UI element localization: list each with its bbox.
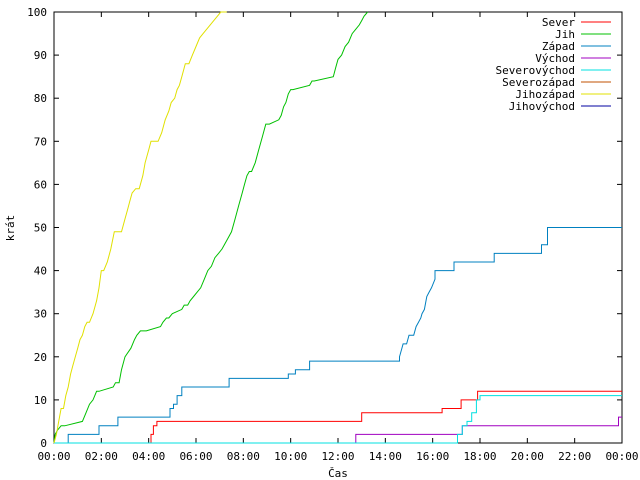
series-line-Jihozápad bbox=[53, 11, 227, 444]
plot-area bbox=[53, 11, 622, 444]
y-tick-label: 0 bbox=[40, 437, 47, 450]
y-tick-label: 40 bbox=[34, 265, 47, 278]
x-tick-label: 08:00 bbox=[227, 450, 260, 463]
legend-label: Východ bbox=[535, 52, 575, 65]
y-tick-label: 30 bbox=[34, 308, 47, 321]
legend-label: Jihovýchod bbox=[509, 100, 575, 113]
legend-label: Severovýchod bbox=[496, 64, 575, 77]
x-tick-label: 22:00 bbox=[558, 450, 591, 463]
x-tick-label: 04:00 bbox=[132, 450, 165, 463]
x-tick-label: 20:00 bbox=[511, 450, 544, 463]
series-line-Sever bbox=[54, 390, 622, 444]
x-tick-label: 14:00 bbox=[369, 450, 402, 463]
x-tick-label: 10:00 bbox=[274, 450, 307, 463]
x-tick-label: 12:00 bbox=[321, 450, 354, 463]
legend-label: Jihozápad bbox=[515, 88, 575, 101]
x-tick-label: 00:00 bbox=[605, 450, 638, 463]
series-line-Jih bbox=[53, 11, 368, 444]
legend-label: Západ bbox=[542, 40, 575, 53]
legend-label: Sever bbox=[542, 16, 575, 29]
y-tick-label: 50 bbox=[34, 222, 47, 235]
x-axis: 00:00 02:00 04:00 06:00 08:00 10:00 12:00 14:00… bbox=[37, 12, 639, 463]
x-tick-label: 06:00 bbox=[179, 450, 212, 463]
x-tick-label: 02:00 bbox=[85, 450, 118, 463]
legend-label: Severozápad bbox=[502, 76, 575, 89]
series-line-Západ bbox=[54, 227, 622, 444]
legend: SeverJihZápadVýchodSeverovýchodSeverozáp… bbox=[496, 16, 611, 113]
series-line-Severovýchod bbox=[54, 395, 622, 444]
x-tick-label: 16:00 bbox=[416, 450, 449, 463]
x-tick-label: 00:00 bbox=[37, 450, 70, 463]
x-axis-label: Čas bbox=[328, 467, 348, 480]
y-tick-label: 70 bbox=[34, 135, 47, 148]
y-tick-label: 20 bbox=[34, 351, 47, 364]
y-tick-label: 60 bbox=[34, 178, 47, 191]
y-axis-label: krát bbox=[4, 215, 17, 242]
legend-label: Jih bbox=[555, 28, 575, 41]
x-tick-label: 18:00 bbox=[463, 450, 496, 463]
y-tick-label: 10 bbox=[34, 394, 47, 407]
y-tick-label: 100 bbox=[27, 6, 47, 19]
y-tick-label: 90 bbox=[34, 49, 47, 62]
y-axis: 0 10 20 30 40 50 60 70 80 90 100 bbox=[27, 6, 622, 450]
y-tick-label: 80 bbox=[34, 92, 47, 105]
